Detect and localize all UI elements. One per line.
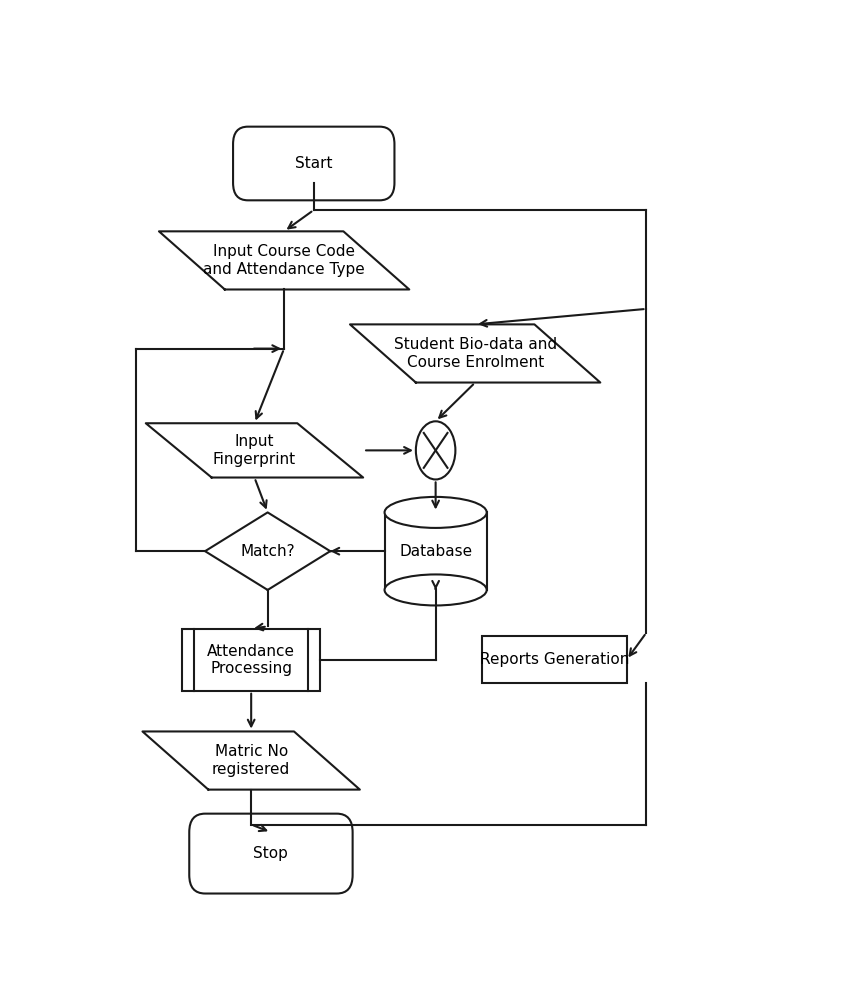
Text: Database: Database: [399, 544, 473, 559]
Polygon shape: [384, 513, 487, 590]
Ellipse shape: [416, 421, 456, 479]
Polygon shape: [350, 324, 600, 383]
Bar: [182, 628, 320, 691]
Text: Stop: Stop: [253, 846, 288, 861]
Text: Reports Generation: Reports Generation: [479, 653, 629, 668]
Polygon shape: [159, 232, 410, 289]
Polygon shape: [205, 513, 330, 590]
Text: Student Bio-data and
Course Enrolment: Student Bio-data and Course Enrolment: [394, 337, 557, 370]
Text: Input
Fingerprint: Input Fingerprint: [212, 434, 296, 466]
FancyBboxPatch shape: [190, 814, 353, 893]
Text: Match?: Match?: [241, 544, 295, 559]
Polygon shape: [146, 423, 363, 477]
Text: Attendance
Processing: Attendance Processing: [207, 643, 295, 676]
Bar: [482, 636, 626, 683]
Text: Matric No
registered: Matric No registered: [212, 744, 291, 776]
FancyBboxPatch shape: [233, 127, 394, 200]
Ellipse shape: [384, 496, 487, 528]
Text: Input Course Code
and Attendance Type: Input Course Code and Attendance Type: [203, 245, 365, 277]
Polygon shape: [143, 731, 360, 789]
Ellipse shape: [384, 574, 487, 605]
Text: Start: Start: [295, 156, 332, 171]
